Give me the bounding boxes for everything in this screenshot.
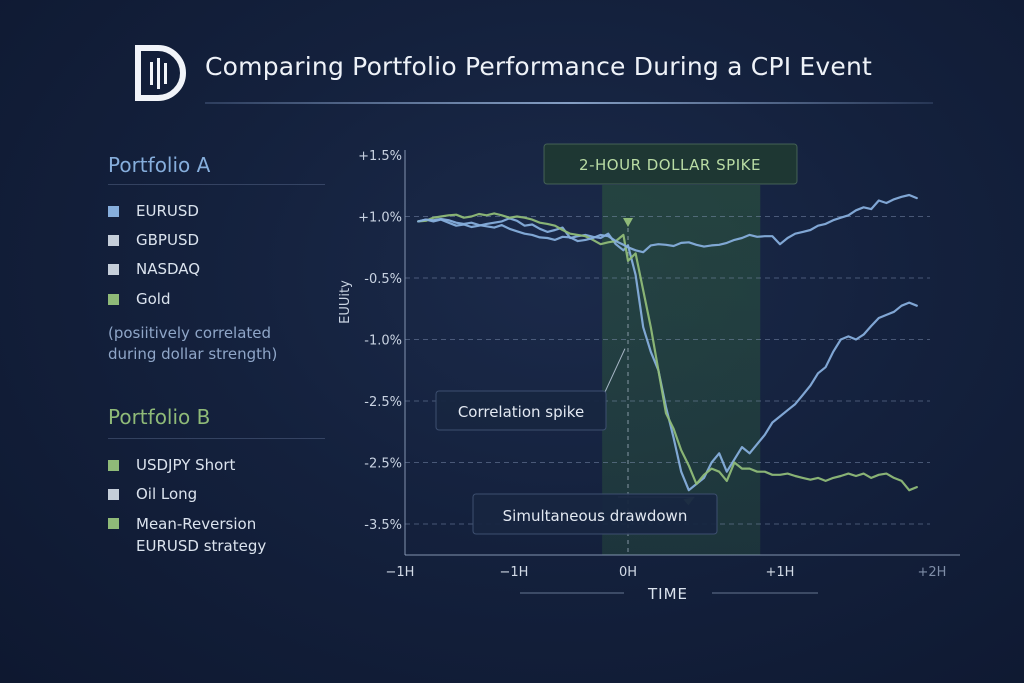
x-axis-label: TIME: [647, 585, 688, 603]
legend-note: (posiitively correlated during dollar st…: [108, 324, 278, 363]
event-marker-arrow: [623, 218, 633, 227]
legend-label: USDJPY Short: [136, 456, 236, 474]
series-line-portfolio-b: [417, 212, 918, 492]
y-axis-label: EUUity: [338, 280, 353, 324]
annotation-correlation-spike: Correlation spike: [458, 403, 584, 421]
series-line-hedged: [417, 193, 918, 254]
y-tick-label: +1.5%: [358, 149, 402, 164]
x-tick-label: −1H: [386, 565, 415, 580]
y-tick-label: +1.0%: [358, 211, 402, 226]
x-tick-label: −1H: [500, 565, 529, 580]
x-tick-label: 0H: [619, 565, 637, 580]
legend-divider: [108, 184, 325, 185]
spike-band-label-box: [543, 143, 798, 185]
legend-label: Oil Long: [136, 485, 198, 503]
legend-swatch: [108, 294, 119, 305]
legend-label: EURUSD: [136, 202, 199, 220]
legend-item-oil-long: Oil Long: [108, 483, 197, 505]
legend-item-nasdaq: NASDAQ: [108, 258, 200, 280]
legend-label: GBPUSD: [136, 231, 200, 249]
legend-divider: [108, 438, 325, 439]
legend-item-mean-reversion: Mean-Reversion EURUSD strategy: [108, 513, 266, 557]
legend-swatch: [108, 489, 119, 500]
legend-label: Mean-Reversion EURUSD strategy: [136, 515, 267, 555]
annotation-box: [435, 390, 607, 431]
legend-swatch: [108, 518, 119, 529]
legend-swatch: [108, 235, 119, 246]
legend-swatch: [108, 264, 119, 275]
annotation-pointer: [604, 348, 626, 393]
legend-item-gbpusd: GBPUSD: [108, 229, 199, 251]
brand-logo: [135, 45, 186, 101]
legend-swatch: [108, 460, 119, 471]
title-divider: [205, 102, 933, 104]
legend-heading-portfolio-a: Portfolio A: [108, 153, 211, 177]
legend-item-usdjpy-short: USDJPY Short: [108, 454, 235, 476]
legend-swatch: [108, 206, 119, 217]
x-tick-label: +1H: [766, 565, 795, 580]
y-tick-label: -3.5%: [364, 518, 402, 533]
spike-band-label: 2-HOUR DOLLAR SPIKE: [579, 156, 761, 174]
legend-label: NASDAQ: [136, 260, 201, 278]
legend-item-eurusd: EURUSD: [108, 200, 199, 222]
legend-heading-portfolio-b: Portfolio B: [108, 405, 211, 429]
legend-label: Gold: [136, 290, 171, 308]
page-title: Comparing Portfolio Performance During a…: [205, 52, 873, 81]
y-tick-label: -1.0%: [364, 334, 402, 349]
y-tick-label: -2.5%: [364, 457, 402, 472]
y-tick-label: -2.5%: [364, 395, 402, 410]
y-tick-label: -0.5%: [364, 272, 402, 287]
annotation-box: [472, 493, 718, 535]
x-tick-label: +2H: [918, 565, 947, 580]
annotation-simultaneous-drawdown: Simultaneous drawdown: [503, 507, 688, 525]
legend-item-gold: Gold: [108, 288, 171, 310]
